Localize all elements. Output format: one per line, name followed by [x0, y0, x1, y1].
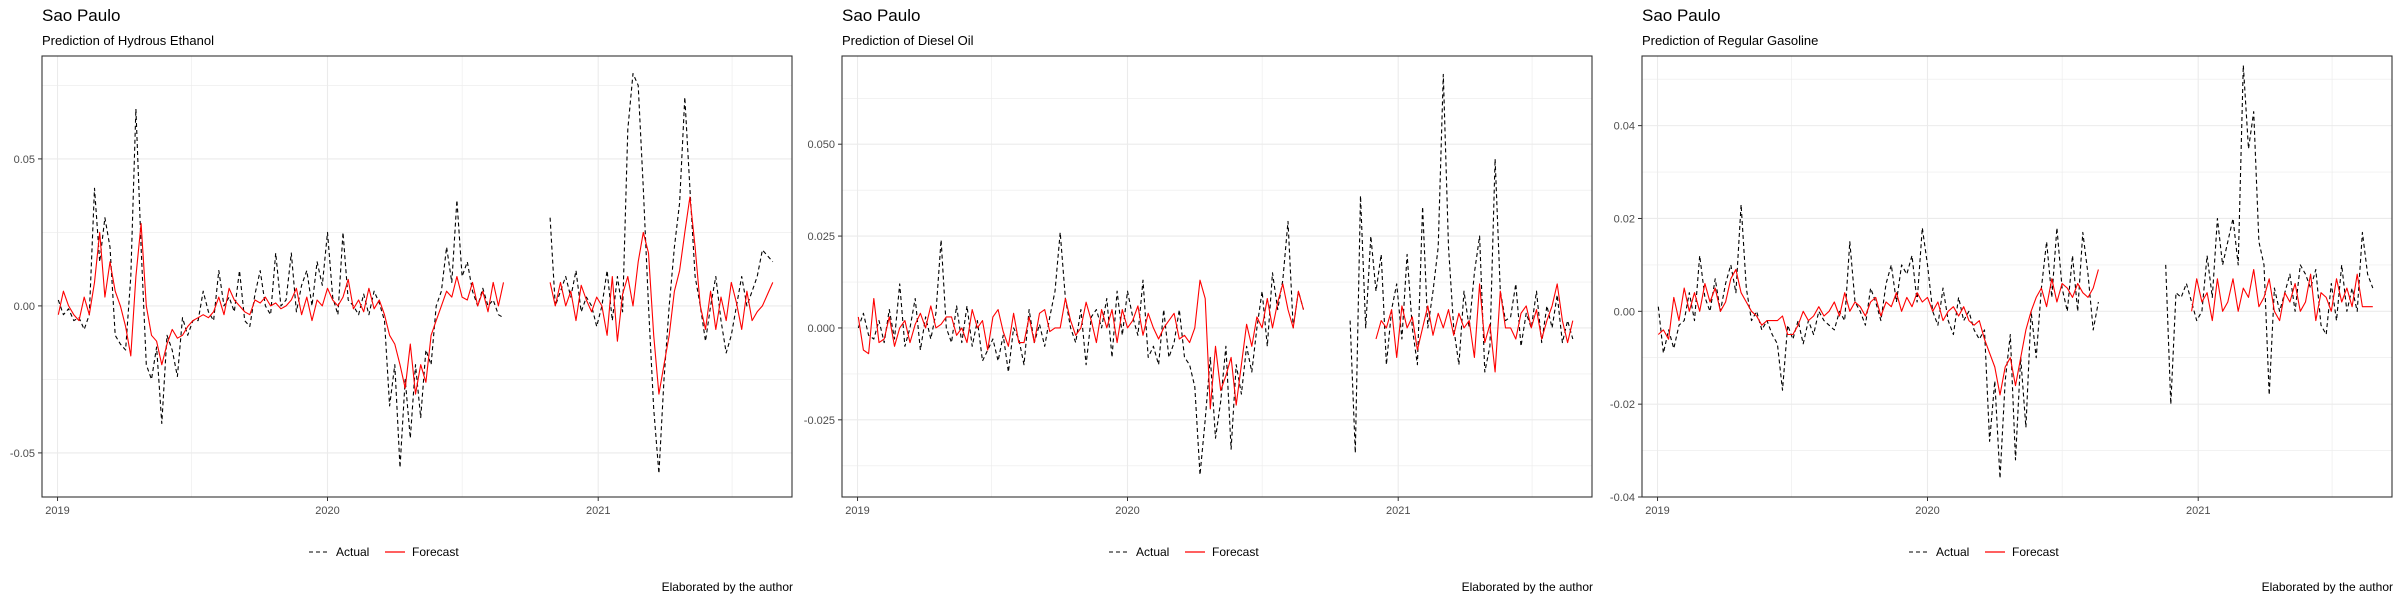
- plot-background: [1642, 56, 2392, 497]
- actual-series-line: [1657, 203, 2099, 479]
- chart-subtitle: Prediction of Regular Gasoline: [1642, 33, 1819, 48]
- y-tick-label: 0.025: [807, 231, 835, 243]
- forecast-series-line: [1657, 268, 2099, 396]
- chart-plot-area: -0.05 0.00 0.05 2019 2020 2021 Actual Forecast: [10, 55, 793, 559]
- x-tick-label: 2021: [2186, 505, 2210, 517]
- forecast-series-line: [857, 279, 1305, 410]
- chart-plot-area: -0.025 0.000 0.025 0.050 2019 2020 2021 Actual F…: [804, 55, 1593, 559]
- actual-series-line: [57, 108, 504, 469]
- actual-series-line: [549, 73, 774, 475]
- forecast-series-line: [2191, 268, 2373, 322]
- y-tick-label: -0.025: [804, 415, 835, 427]
- plot-frame: [1641, 55, 2393, 498]
- plot-background: [42, 56, 792, 497]
- chart-panel-diesel-oil: Sao Paulo Prediction of Diesel Oil -0.02…: [800, 0, 1600, 600]
- chart-panel-hydrous-ethanol: Sao Paulo Prediction of Hydrous Ethanol …: [0, 0, 800, 600]
- plot-frame: [841, 55, 1593, 498]
- plot-background: [842, 56, 1592, 497]
- chart-title: Sao Paulo: [842, 6, 921, 25]
- chart-title: Sao Paulo: [42, 6, 121, 25]
- y-tick-label: 0.00: [1614, 306, 1635, 318]
- y-tick-label: 0.00: [14, 301, 35, 313]
- forecast-series-line: [57, 223, 505, 395]
- chart-caption: Elaborated by the author: [2261, 580, 2393, 594]
- x-tick-label: 2019: [1645, 505, 1669, 517]
- chart-caption: Elaborated by the author: [1461, 580, 1593, 594]
- legend-forecast-label: Forecast: [412, 545, 459, 559]
- legend-forecast-label: Forecast: [1212, 545, 1259, 559]
- x-tick-label: 2019: [845, 505, 869, 517]
- x-tick-label: 2020: [1115, 505, 1139, 517]
- y-tick-label: -0.05: [10, 448, 35, 460]
- plot-frame: [41, 55, 793, 498]
- chart-subtitle: Prediction of Hydrous Ethanol: [42, 33, 214, 48]
- chart-subtitle: Prediction of Diesel Oil: [842, 33, 974, 48]
- x-tick-label: 2021: [586, 505, 610, 517]
- actual-series-line: [2165, 64, 2374, 405]
- legend-forecast-label: Forecast: [2012, 545, 2059, 559]
- y-tick-label: 0.000: [807, 323, 835, 335]
- chart-plot-area: -0.04 -0.02 0.00 0.02 0.04 2019 2020 2021 Actual…: [1610, 55, 2393, 559]
- actual-series-line: [857, 220, 1305, 476]
- legend-actual-label: Actual: [1936, 545, 1969, 559]
- x-tick-label: 2020: [1915, 505, 1939, 517]
- x-tick-label: 2020: [315, 505, 339, 517]
- y-tick-label: 0.050: [807, 139, 835, 151]
- y-tick-label: 0.04: [1614, 121, 1635, 133]
- x-tick-label: 2019: [45, 505, 69, 517]
- y-tick-label: 0.02: [1614, 213, 1635, 225]
- forecast-series-line: [549, 196, 774, 395]
- forecast-series-line: [1375, 283, 1574, 373]
- y-tick-label: -0.04: [1610, 492, 1635, 504]
- chart-caption: Elaborated by the author: [661, 580, 793, 594]
- actual-series-line: [1349, 73, 1574, 454]
- y-tick-label: -0.02: [1610, 399, 1635, 411]
- chart-panel-regular-gasoline: Sao Paulo Prediction of Regular Gasoline…: [1600, 0, 2400, 600]
- x-tick-label: 2021: [1386, 505, 1410, 517]
- chart-title: Sao Paulo: [1642, 6, 1721, 25]
- legend-actual-label: Actual: [1136, 545, 1169, 559]
- y-tick-label: 0.05: [14, 154, 35, 166]
- legend-actual-label: Actual: [336, 545, 369, 559]
